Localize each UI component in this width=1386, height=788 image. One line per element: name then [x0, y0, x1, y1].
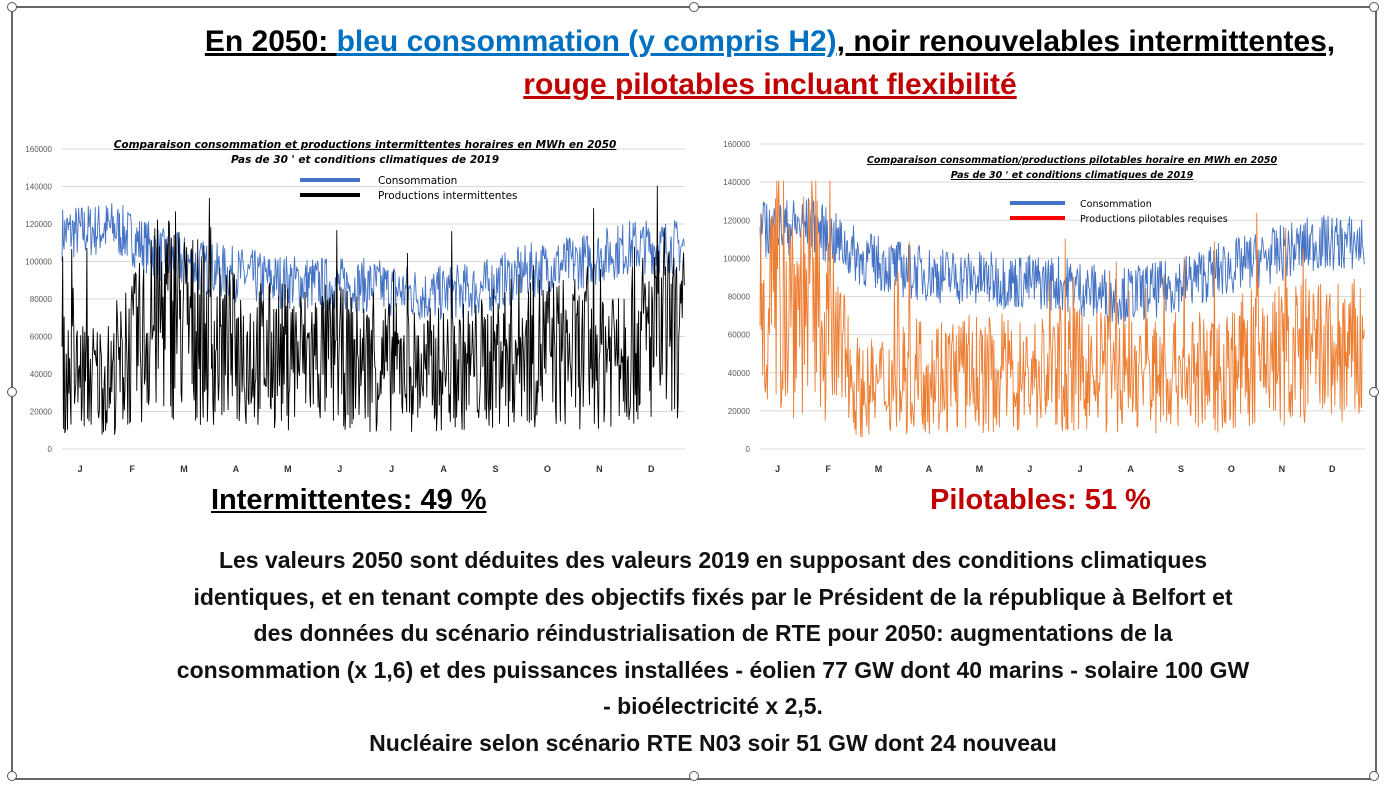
- y-tick-label: 120000: [25, 220, 52, 229]
- x-tick-label: M: [875, 464, 883, 474]
- chart-title: Comparaison consommation/productions pil…: [867, 155, 1278, 166]
- x-tick-label: D: [648, 464, 655, 474]
- y-tick-label: 20000: [30, 408, 53, 417]
- text-line: des données du scénario réindustrialisat…: [253, 620, 1173, 646]
- chart-subtitle: Pas de 30 ' et conditions climatiques de…: [951, 170, 1194, 181]
- legend-label: Productions intermittentes: [378, 190, 518, 202]
- y-tick-label: 100000: [25, 258, 52, 267]
- y-tick-label: 80000: [30, 295, 53, 304]
- explanation-text: Les valeurs 2050 sont déduites des valeu…: [80, 542, 1346, 761]
- x-tick-label: J: [1078, 464, 1083, 474]
- x-tick-label: N: [596, 464, 603, 474]
- x-tick-label: J: [389, 464, 394, 474]
- x-tick-label: J: [775, 464, 780, 474]
- text-line: Nucléaire selon scénario RTE N03 soir 51…: [369, 729, 1057, 756]
- resize-handle[interactable]: [7, 2, 17, 12]
- legend-label: Consommation: [378, 175, 457, 187]
- x-tick-label: A: [1127, 464, 1134, 474]
- y-tick-label: 40000: [30, 370, 53, 379]
- x-tick-label: F: [825, 464, 831, 474]
- resize-handle[interactable]: [689, 2, 699, 12]
- chart-subtitle: Pas de 30 ' et conditions climatiques de…: [231, 154, 499, 166]
- legend-label: Productions pilotables requises: [1080, 214, 1228, 225]
- y-tick-label: 60000: [728, 331, 751, 340]
- x-tick-label: A: [440, 464, 447, 474]
- y-tick-label: 140000: [723, 178, 750, 187]
- y-tick-label: 160000: [25, 145, 52, 154]
- pilotable-share: Pilotables: 51 %: [930, 484, 1151, 516]
- resize-handle[interactable]: [1369, 771, 1379, 781]
- legend-label: Consommation: [1080, 199, 1152, 210]
- x-tick-label: A: [926, 464, 933, 474]
- series-line-productions-intermittentes: [61, 185, 685, 435]
- x-tick-label: S: [492, 464, 498, 474]
- title-blue: bleu consommation (y compris H2): [336, 25, 837, 58]
- y-tick-label: 80000: [728, 293, 751, 302]
- x-tick-label: O: [544, 464, 551, 474]
- title-part: , noir renouvelables intermittentes,: [836, 25, 1336, 58]
- y-tick-label: 140000: [25, 183, 52, 192]
- y-tick-label: 20000: [728, 407, 751, 416]
- y-tick-label: 120000: [723, 216, 750, 225]
- x-tick-label: S: [1178, 464, 1184, 474]
- x-tick-label: J: [78, 464, 83, 474]
- y-tick-label: 0: [48, 445, 53, 454]
- y-tick-label: 40000: [728, 369, 751, 378]
- resize-handle[interactable]: [7, 387, 17, 397]
- x-tick-label: N: [1279, 464, 1286, 474]
- x-tick-label: D: [1329, 464, 1336, 474]
- series-line-consommation: [759, 197, 1365, 325]
- y-tick-label: 100000: [723, 254, 750, 263]
- x-tick-label: F: [129, 464, 135, 474]
- x-tick-label: J: [1027, 464, 1032, 474]
- y-tick-label: 160000: [723, 140, 750, 149]
- x-tick-label: J: [337, 464, 342, 474]
- text-line: - bioélectricité x 2,5.: [603, 693, 823, 719]
- y-tick-label: 60000: [30, 333, 53, 342]
- series-line-productions-pilotables-requises: [759, 180, 1365, 438]
- page-title: En 2050: bleu consommation (y compris H2…: [200, 20, 1340, 106]
- text-line: identiques, et en tenant compte des obje…: [193, 583, 1233, 610]
- title-red: rouge pilotables incluant flexibilité: [523, 68, 1017, 101]
- resize-handle[interactable]: [1369, 2, 1379, 12]
- resize-handle[interactable]: [689, 771, 699, 781]
- resize-handle[interactable]: [1369, 387, 1379, 397]
- title-part: En 2050:: [204, 25, 337, 58]
- x-tick-label: M: [976, 464, 984, 474]
- resize-handle[interactable]: [7, 771, 17, 781]
- intermittent-share: Intermittentes: 49 %: [211, 484, 487, 516]
- x-tick-label: A: [233, 464, 240, 474]
- y-tick-label: 0: [746, 445, 751, 454]
- x-tick-label: O: [1228, 464, 1235, 474]
- text-line: Les valeurs 2050 sont déduites des valeu…: [218, 547, 1208, 573]
- x-tick-label: M: [284, 464, 292, 474]
- x-tick-label: M: [180, 464, 188, 474]
- chart-title: Comparaison consommation et productions …: [114, 139, 617, 151]
- text-line: consommation (x 1,6) et des puissances i…: [176, 656, 1250, 683]
